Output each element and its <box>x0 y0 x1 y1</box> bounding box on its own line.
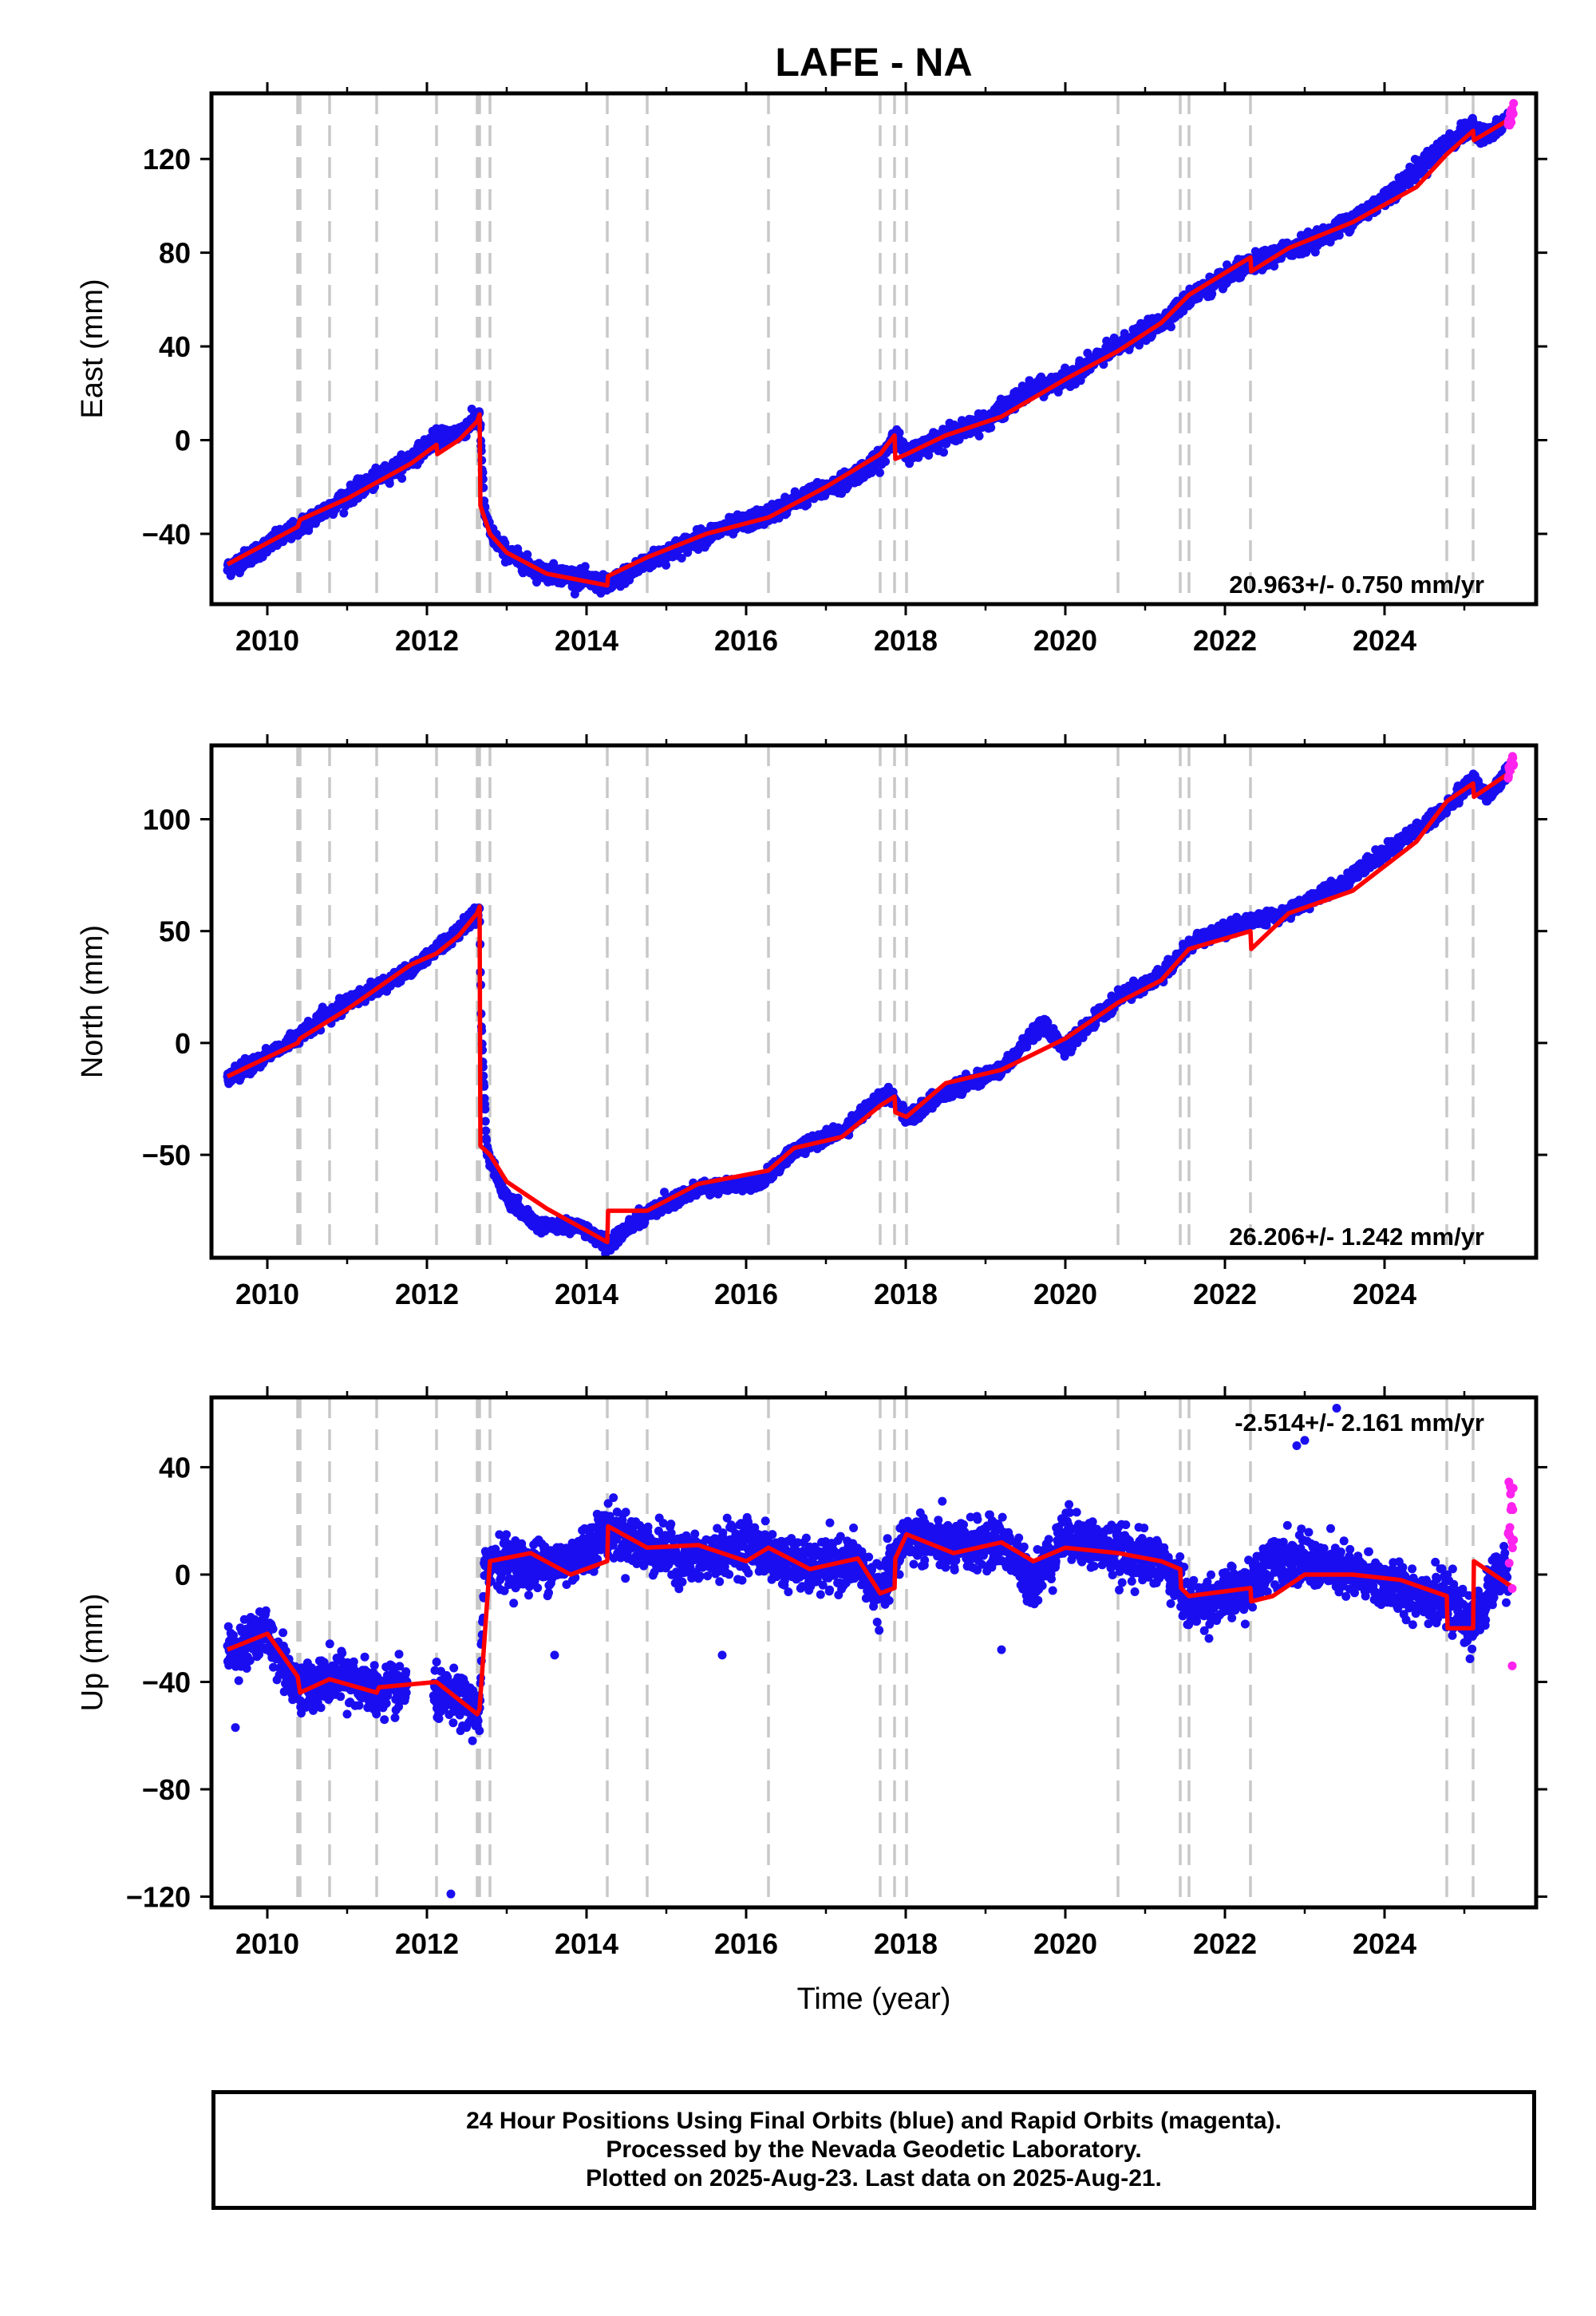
final-orbit-point <box>1167 322 1175 332</box>
x-tick-label: 2014 <box>555 624 618 657</box>
final-orbit-point <box>803 500 812 509</box>
y-tick-label: 40 <box>159 330 191 363</box>
x-tick-label: 2012 <box>395 624 459 657</box>
rapid-orbit-point <box>1508 109 1518 118</box>
final-orbit-point <box>939 448 948 457</box>
y-tick-label: 0 <box>175 424 191 456</box>
final-orbit-point <box>986 423 996 433</box>
y-axis-label: East (mm) <box>76 279 109 418</box>
final-orbit-point <box>662 560 671 570</box>
plot-frame <box>209 91 1539 607</box>
y-tick-label: 80 <box>159 237 191 270</box>
final-orbit-point <box>677 553 686 563</box>
x-tick-label: 2018 <box>874 624 938 657</box>
velocity-label: 20.963+/- 0.750 mm/yr <box>1229 571 1484 599</box>
final-orbit-point <box>881 456 891 466</box>
x-tick-label: 2022 <box>1193 624 1257 657</box>
final-orbit-point <box>895 428 904 437</box>
final-orbit-point <box>523 550 532 559</box>
rapid-orbit-point <box>1507 117 1516 127</box>
x-tick-label: 2020 <box>1033 624 1097 657</box>
final-orbit-point <box>513 1193 523 1203</box>
chart-title: LAFE - NA <box>775 40 972 85</box>
final-orbit-point <box>480 1105 490 1114</box>
rapid-orbit-point <box>1509 99 1519 108</box>
final-orbit-point <box>481 1126 491 1136</box>
final-orbit-point <box>580 562 590 571</box>
final-orbit-point <box>385 479 394 488</box>
x-tick-label: 2010 <box>235 624 299 657</box>
final-orbit-point <box>467 405 476 413</box>
final-orbit-point <box>924 451 934 460</box>
x-tick-label: 2024 <box>1353 624 1416 657</box>
final-orbit-point <box>974 431 984 441</box>
final-orbit-point <box>480 1117 490 1126</box>
final-orbit-point <box>549 559 559 568</box>
east-panel: 2010 2012 2014 2016 2018 2020 2022 2024 −40 0 40 80… <box>76 82 1547 657</box>
north-panel: 2010 2012 2014 2016 2018 2020 2022 2024−5005010… <box>76 734 1547 1310</box>
model-fit-line <box>226 115 1515 588</box>
final-orbit-point <box>875 468 884 477</box>
final-orbit-point <box>1270 262 1279 271</box>
y-tick-label: 120 <box>143 143 191 176</box>
x-tick-label: 2016 <box>714 624 778 657</box>
final-orbit-point <box>339 508 349 518</box>
y-tick-label: −40 <box>142 518 191 551</box>
final-orbit-point <box>397 474 407 483</box>
final-orbit-point <box>1207 289 1217 298</box>
final-orbit-point <box>482 1136 492 1145</box>
